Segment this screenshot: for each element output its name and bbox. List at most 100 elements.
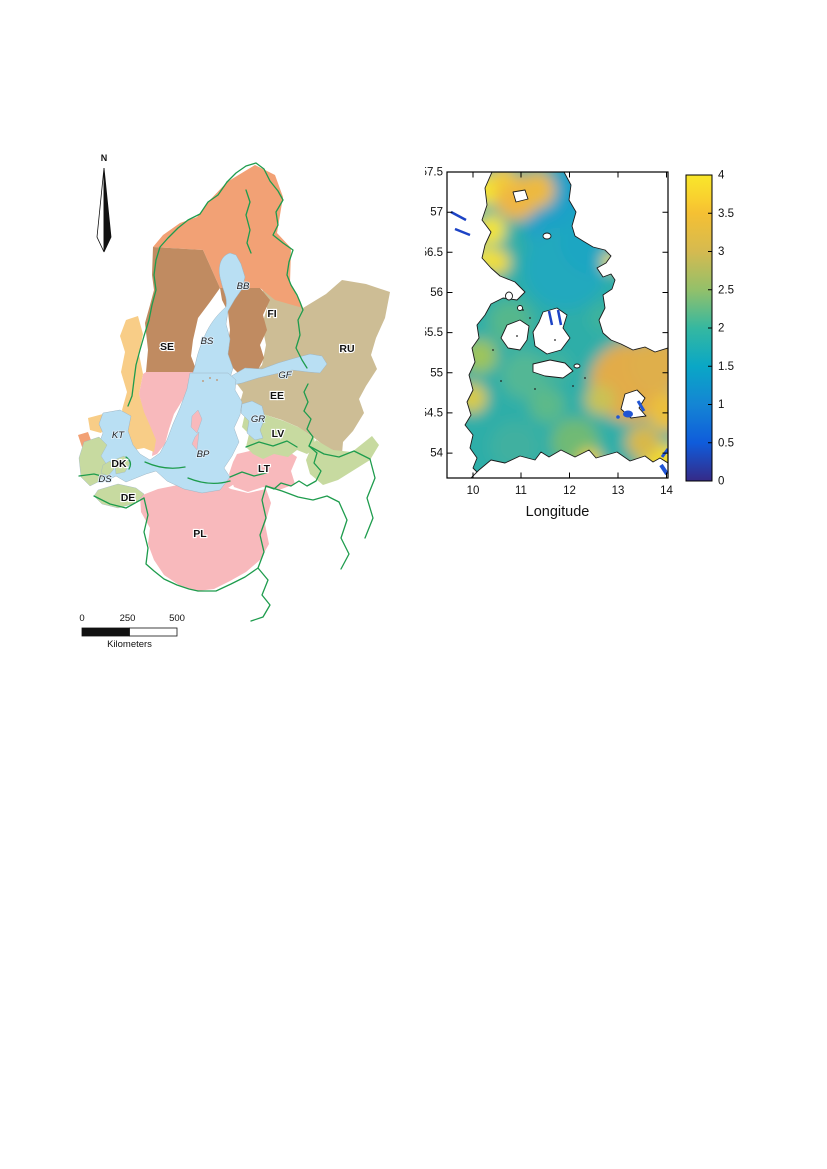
border-latvia-lithuania — [245, 440, 298, 448]
islet-speckles — [492, 309, 586, 390]
label-sea-bp: BP — [197, 449, 210, 460]
y-tick-54: 54 — [430, 448, 443, 460]
land-sweden — [563, 172, 668, 353]
national-borders — [78, 162, 376, 622]
label-sea-bs: BS — [201, 336, 214, 347]
island-small-1 — [517, 305, 523, 311]
colorbar-ticks — [708, 174, 712, 482]
border-norway-sweden — [127, 181, 228, 407]
x-axis-label: Longitude — [526, 504, 590, 520]
island-anholt — [542, 232, 552, 240]
scale-tick-0: 0 — [79, 613, 84, 624]
border-poland-east-south — [197, 485, 267, 592]
region-lithuania — [229, 449, 297, 492]
basin-regions — [78, 165, 390, 591]
x-tick-13: 13 — [612, 485, 625, 497]
y-tick-54-5: 54.5 — [425, 407, 443, 419]
scale-bar-black-segment — [81, 627, 130, 637]
border-estonia-russia — [303, 383, 309, 412]
x-axis-tick-labels: 10 11 12 13 14 — [467, 485, 674, 497]
label-country-de: DE — [121, 492, 136, 504]
cb-tick-2: 2 — [718, 323, 724, 335]
border-finland-russia — [226, 162, 308, 369]
sea-gulf-of-riga — [240, 400, 266, 441]
cb-tick-2-5: 2.5 — [718, 284, 734, 296]
label-sea-gf: GF — [278, 370, 292, 381]
cb-tick-1: 1 — [718, 399, 724, 411]
gotland-oland-islands — [190, 409, 203, 451]
border-latvia-russia-belarus — [265, 410, 322, 490]
border-poland-west — [143, 497, 199, 592]
maritime-border-arcs — [125, 456, 231, 485]
colorbar-gradient — [685, 174, 713, 482]
land-masses — [447, 172, 668, 478]
label-sea-ds: DS — [98, 474, 112, 485]
island-samso — [505, 291, 513, 301]
land-jutland-germany-west — [447, 172, 526, 478]
y-tick-55-5: 55.5 — [425, 327, 443, 339]
zealand-green — [113, 455, 131, 475]
heatmap-svg: 57.5 57 56.5 56 55.5 55 54.5 54 10 11 12… — [421, 167, 734, 521]
label-sea-bb: BB — [237, 281, 250, 292]
tick-marks — [447, 171, 668, 478]
scale-tick-250: 250 — [120, 613, 136, 624]
cb-tick-0: 0 — [718, 476, 724, 488]
region-poland — [140, 482, 271, 591]
label-country-lt: LT — [258, 463, 271, 475]
north-arrow: N — [96, 153, 112, 253]
label-country-fi: FI — [267, 308, 276, 320]
region-bothnian-bay-basin — [153, 165, 303, 308]
axes — [446, 171, 669, 479]
label-country-ru: RU — [339, 343, 354, 355]
border-lithuania-kaliningrad — [229, 471, 267, 478]
border-germany-south — [93, 495, 145, 509]
label-sea-kt: KT — [112, 430, 125, 441]
heatmap-panel: 57.5 57 56.5 56 55.5 55 54.5 54 10 11 12… — [421, 150, 765, 545]
y-tick-55: 55 — [430, 367, 443, 379]
basin-map-panel: N SE FI RU EE LV LT PL DK DE BB BS GF GR… — [70, 140, 400, 670]
y-tick-56: 56 — [430, 287, 443, 299]
label-country-lv: LV — [272, 428, 285, 440]
cb-tick-3: 3 — [718, 246, 724, 258]
denmark-islands — [78, 436, 145, 509]
colorbar-tick-labels: 4 3.5 3 2.5 2 1.5 1 0.5 0 — [718, 170, 734, 488]
island-laeso — [512, 189, 529, 203]
island-moen — [573, 363, 581, 369]
basin-map-svg: N SE FI RU EE LV LT PL DK DE BB BS GF GR… — [78, 153, 390, 650]
border-south-tail — [250, 567, 271, 622]
border-sweden-finland — [245, 189, 252, 254]
cb-tick-4: 4 — [718, 170, 725, 182]
border-belarus-1 — [308, 445, 371, 460]
north-arrow-black-half — [103, 167, 112, 253]
north-label: N — [101, 153, 108, 163]
sea-gulf-of-finland — [227, 353, 328, 386]
land-south-coast — [470, 449, 668, 478]
y-tick-57-5: 57.5 — [425, 167, 443, 179]
scale-bar: 0 250 500 Kilometers — [79, 613, 185, 650]
plot-frame — [446, 171, 669, 479]
y-tick-56-5: 56.5 — [425, 247, 443, 259]
label-sea-gr: GR — [251, 414, 265, 425]
land-lolland-falster — [532, 359, 574, 379]
region-east-green-patches — [306, 436, 379, 485]
scale-unit-label: Kilometers — [107, 639, 152, 650]
scale-tick-500: 500 — [169, 613, 185, 624]
label-country-ee: EE — [270, 390, 284, 402]
label-country-pl: PL — [193, 528, 207, 540]
colorbar: 4 3.5 3 2.5 2 1.5 1 0.5 0 — [685, 170, 734, 488]
land-funen — [500, 319, 530, 351]
germany-coast-green — [93, 483, 145, 509]
border-belarus-3 — [265, 485, 340, 503]
x-tick-10: 10 — [467, 485, 480, 497]
region-bothnian-sea-basin-west — [145, 247, 220, 372]
label-country-se: SE — [160, 341, 174, 353]
border-belarus-2 — [364, 458, 376, 539]
map-labels: SE FI RU EE LV LT PL DK DE BB BS GF GR B… — [97, 280, 355, 541]
label-country-dk: DK — [111, 458, 127, 470]
scale-bar-white-segment — [129, 627, 178, 637]
region-bothnian-sea-basin-east — [220, 288, 270, 375]
north-arrow-white-half — [96, 167, 105, 253]
archipelago-dots — [202, 377, 218, 382]
x-tick-12: 12 — [563, 485, 576, 497]
